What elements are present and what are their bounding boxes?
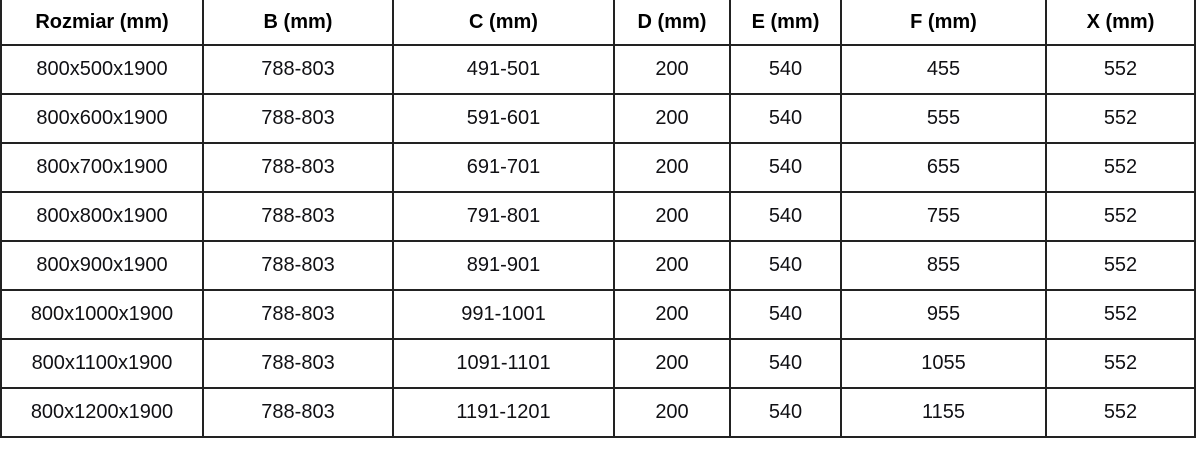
column-header-e: E (mm) xyxy=(729,0,842,46)
e-cell: 540 xyxy=(729,338,842,389)
e-cell: 540 xyxy=(729,44,842,95)
e-cell: 540 xyxy=(729,191,842,242)
x-cell: 552 xyxy=(1045,44,1196,95)
d-cell: 200 xyxy=(613,338,731,389)
f-cell: 755 xyxy=(840,191,1047,242)
table-row: 800x1000x1900 788-803 991-1001 200 540 9… xyxy=(0,289,1196,340)
f-cell: 1055 xyxy=(840,338,1047,389)
b-cell: 788-803 xyxy=(202,44,394,95)
c-cell: 591-601 xyxy=(392,93,615,144)
b-cell: 788-803 xyxy=(202,387,394,438)
f-cell: 855 xyxy=(840,240,1047,291)
b-cell: 788-803 xyxy=(202,240,394,291)
size-cell: 800x1100x1900 xyxy=(0,338,204,389)
e-cell: 540 xyxy=(729,240,842,291)
column-header-x: X (mm) xyxy=(1045,0,1196,46)
size-cell: 800x900x1900 xyxy=(0,240,204,291)
d-cell: 200 xyxy=(613,44,731,95)
f-cell: 955 xyxy=(840,289,1047,340)
b-cell: 788-803 xyxy=(202,289,394,340)
size-cell: 800x1200x1900 xyxy=(0,387,204,438)
d-cell: 200 xyxy=(613,93,731,144)
b-cell: 788-803 xyxy=(202,93,394,144)
x-cell: 552 xyxy=(1045,240,1196,291)
f-cell: 655 xyxy=(840,142,1047,193)
c-cell: 1091-1101 xyxy=(392,338,615,389)
f-cell: 455 xyxy=(840,44,1047,95)
column-header-b: B (mm) xyxy=(202,0,394,46)
e-cell: 540 xyxy=(729,289,842,340)
table-row: 800x800x1900 788-803 791-801 200 540 755… xyxy=(0,191,1196,242)
d-cell: 200 xyxy=(613,240,731,291)
table-row: 800x1200x1900 788-803 1191-1201 200 540 … xyxy=(0,387,1196,438)
x-cell: 552 xyxy=(1045,289,1196,340)
x-cell: 552 xyxy=(1045,338,1196,389)
b-cell: 788-803 xyxy=(202,142,394,193)
x-cell: 552 xyxy=(1045,191,1196,242)
c-cell: 891-901 xyxy=(392,240,615,291)
d-cell: 200 xyxy=(613,289,731,340)
size-specifications-table: Rozmiar (mm) B (mm) C (mm) D (mm) E (mm)… xyxy=(0,0,1196,438)
size-cell: 800x700x1900 xyxy=(0,142,204,193)
table-row: 800x1100x1900 788-803 1091-1101 200 540 … xyxy=(0,338,1196,389)
f-cell: 1155 xyxy=(840,387,1047,438)
e-cell: 540 xyxy=(729,93,842,144)
header-row: Rozmiar (mm) B (mm) C (mm) D (mm) E (mm)… xyxy=(0,0,1196,46)
e-cell: 540 xyxy=(729,142,842,193)
c-cell: 991-1001 xyxy=(392,289,615,340)
table-row: 800x700x1900 788-803 691-701 200 540 655… xyxy=(0,142,1196,193)
table-body: 800x500x1900 788-803 491-501 200 540 455… xyxy=(0,44,1196,438)
size-cell: 800x600x1900 xyxy=(0,93,204,144)
table-row: 800x900x1900 788-803 891-901 200 540 855… xyxy=(0,240,1196,291)
d-cell: 200 xyxy=(613,142,731,193)
x-cell: 552 xyxy=(1045,142,1196,193)
table-row: 800x600x1900 788-803 591-601 200 540 555… xyxy=(0,93,1196,144)
table-header: Rozmiar (mm) B (mm) C (mm) D (mm) E (mm)… xyxy=(0,0,1196,46)
b-cell: 788-803 xyxy=(202,338,394,389)
d-cell: 200 xyxy=(613,191,731,242)
e-cell: 540 xyxy=(729,387,842,438)
column-header-d: D (mm) xyxy=(613,0,731,46)
c-cell: 491-501 xyxy=(392,44,615,95)
size-cell: 800x1000x1900 xyxy=(0,289,204,340)
f-cell: 555 xyxy=(840,93,1047,144)
column-header-c: C (mm) xyxy=(392,0,615,46)
c-cell: 691-701 xyxy=(392,142,615,193)
size-cell: 800x500x1900 xyxy=(0,44,204,95)
x-cell: 552 xyxy=(1045,93,1196,144)
column-header-f: F (mm) xyxy=(840,0,1047,46)
d-cell: 200 xyxy=(613,387,731,438)
b-cell: 788-803 xyxy=(202,191,394,242)
c-cell: 1191-1201 xyxy=(392,387,615,438)
column-header-rozmiar: Rozmiar (mm) xyxy=(0,0,204,46)
size-cell: 800x800x1900 xyxy=(0,191,204,242)
x-cell: 552 xyxy=(1045,387,1196,438)
c-cell: 791-801 xyxy=(392,191,615,242)
table-row: 800x500x1900 788-803 491-501 200 540 455… xyxy=(0,44,1196,95)
